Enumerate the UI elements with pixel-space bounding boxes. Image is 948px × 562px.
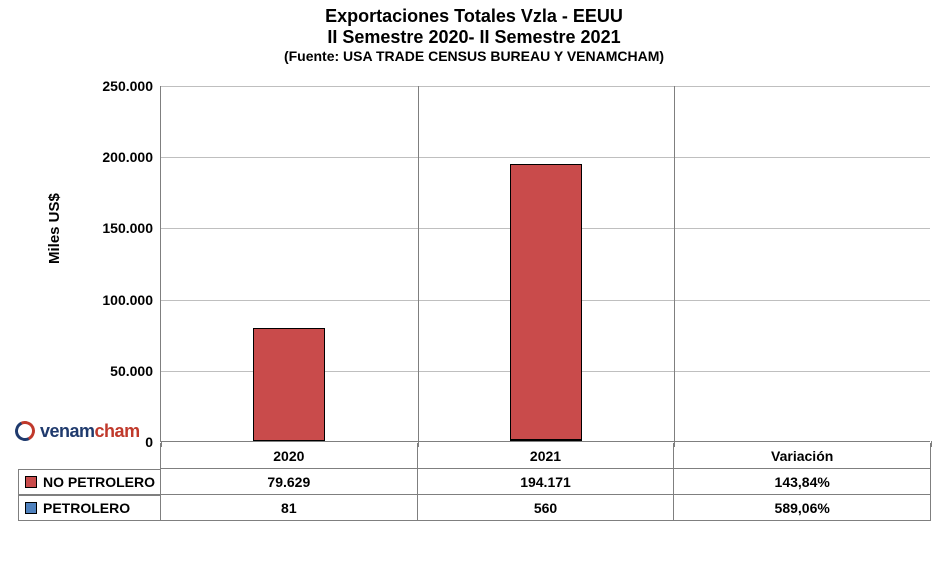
legend-label-2: PETROLERO: [43, 500, 130, 516]
y-tick-label: 200.000: [83, 149, 153, 165]
category-label: 2021: [417, 443, 674, 468]
x-tick: [931, 441, 932, 447]
y-tick-label: 0: [83, 434, 153, 450]
data-cell: 81: [160, 495, 417, 520]
legend-row-1: NO PETROLERO: [18, 469, 160, 495]
data-row-2: 81560589,06%: [160, 495, 931, 521]
category-divider: [418, 86, 419, 441]
y-axis-label: Miles US$: [46, 193, 63, 264]
data-cell: 194.171: [417, 469, 674, 494]
source-line: (Fuente: USA TRADE CENSUS BUREAU Y VENAM…: [0, 48, 948, 64]
y-tick-label: 150.000: [83, 220, 153, 236]
title-line-1: Exportaciones Totales Vzla - EEUU: [0, 6, 948, 27]
data-row-1: 79.629194.171143,84%: [160, 469, 931, 495]
y-tick-label: 100.000: [83, 292, 153, 308]
legend-label-1: NO PETROLERO: [43, 474, 155, 490]
gridline: [161, 86, 930, 87]
swatch-no-petrolero: [25, 476, 37, 488]
title-block: Exportaciones Totales Vzla - EEUU II Sem…: [0, 0, 948, 64]
swatch-petrolero: [25, 502, 37, 514]
data-cell: 560: [417, 495, 674, 520]
category-label: 2020: [160, 443, 417, 468]
bar-no-petrolero-2021: [510, 164, 582, 440]
data-cell: 79.629: [160, 469, 417, 494]
bar-no-petrolero-2020: [253, 328, 325, 441]
title-line-2: II Semestre 2020- II Semestre 2021: [0, 27, 948, 48]
logo-swirl-icon: [14, 420, 36, 442]
gridline: [161, 157, 930, 158]
category-divider: [674, 86, 675, 441]
plot-area: [160, 86, 930, 442]
category-label: Variación: [673, 443, 930, 468]
y-tick-label: 50.000: [83, 363, 153, 379]
legend-row-2: PETROLERO: [18, 495, 160, 521]
data-cell: 589,06%: [673, 495, 930, 520]
y-tick-label: 250.000: [83, 78, 153, 94]
category-header-row: 20202021Variación: [160, 443, 931, 469]
data-cell: 143,84%: [673, 469, 930, 494]
